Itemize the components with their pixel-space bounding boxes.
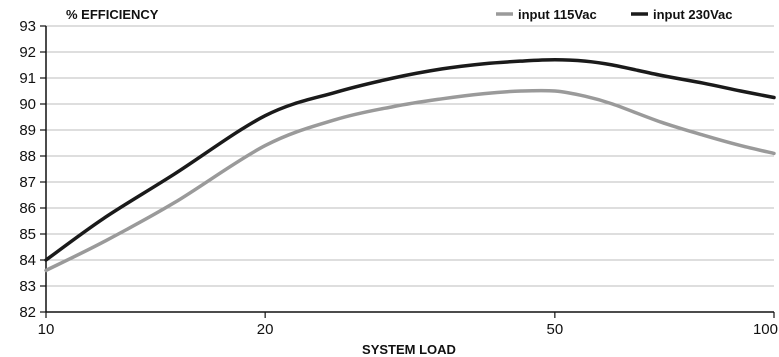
x-axis-ticks: 10 20 50 100 bbox=[38, 312, 778, 338]
y-tick-label: 92 bbox=[19, 44, 36, 61]
x-tick-label: 10 bbox=[38, 321, 55, 338]
y-tick-label: 85 bbox=[19, 226, 36, 243]
series-lines bbox=[44, 58, 776, 273]
series-line-115vac bbox=[44, 88, 776, 273]
legend: input 115Vac input 230Vac bbox=[496, 7, 732, 22]
y-tick-label: 89 bbox=[19, 122, 36, 139]
legend-label-115vac: input 115Vac bbox=[518, 7, 597, 22]
y-tick-label: 93 bbox=[19, 18, 36, 35]
y-tick-label: 88 bbox=[19, 148, 36, 165]
series-line-230vac bbox=[44, 58, 776, 262]
y-tick-label: 83 bbox=[19, 278, 36, 295]
y-axis-ticks: 82 83 84 85 86 87 88 89 90 91 92 93 bbox=[19, 18, 46, 321]
y-tick-label: 82 bbox=[19, 304, 36, 321]
legend-label-230vac: input 230Vac bbox=[653, 7, 732, 22]
x-axis-title: SYSTEM LOAD bbox=[362, 342, 456, 357]
y-tick-label: 91 bbox=[19, 70, 36, 87]
x-tick-label: 100 bbox=[753, 321, 778, 338]
y-tick-label: 86 bbox=[19, 200, 36, 217]
y-axis-title: % EFFICIENCY bbox=[66, 7, 159, 22]
y-tick-label: 90 bbox=[19, 96, 36, 113]
x-tick-label: 50 bbox=[547, 321, 564, 338]
y-tick-label: 87 bbox=[19, 174, 36, 191]
x-tick-label: 20 bbox=[257, 321, 274, 338]
grid-lines bbox=[46, 25, 774, 313]
y-tick-label: 84 bbox=[19, 252, 36, 269]
